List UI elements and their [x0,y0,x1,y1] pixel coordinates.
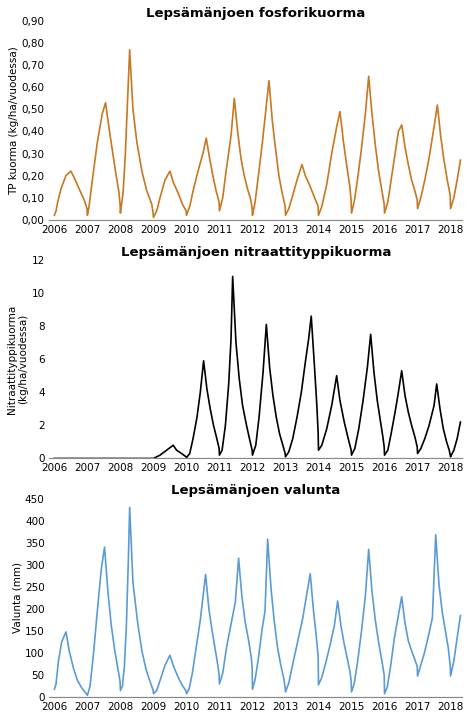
Title: Lepsämänjoen fosforikuorma: Lepsämänjoen fosforikuorma [146,7,365,20]
Title: Lepsämänjoen valunta: Lepsämänjoen valunta [171,485,340,498]
Y-axis label: Valunta (mm): Valunta (mm) [12,562,22,633]
Y-axis label: TP kuorma (kg/ha/vuodessa): TP kuorma (kg/ha/vuodessa) [9,46,19,195]
Title: Lepsämänjoen nitraattityppikuorma: Lepsämänjoen nitraattityppikuorma [120,246,391,259]
Y-axis label: Nitraattityppikuorma
(kg/ha/vuodessa): Nitraattityppikuorma (kg/ha/vuodessa) [7,305,28,413]
